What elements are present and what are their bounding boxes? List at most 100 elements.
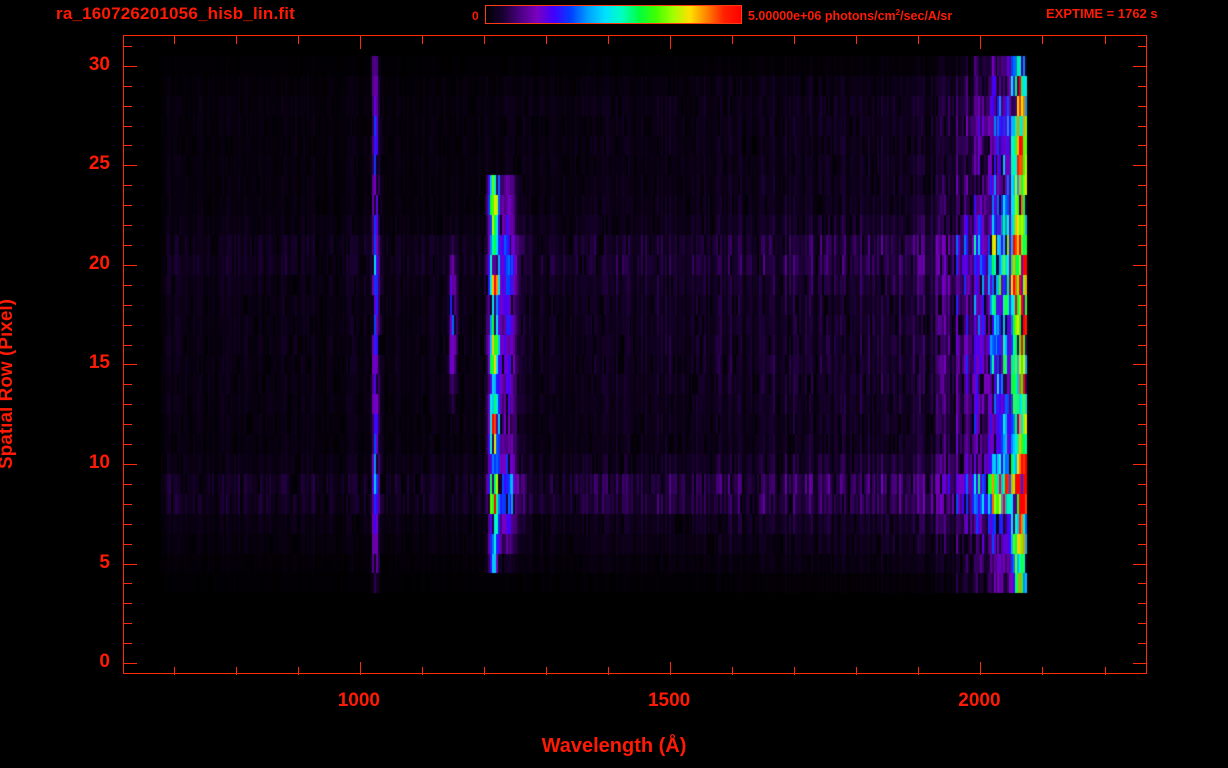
x-tick-top-2000 (980, 36, 982, 49)
x-tick-top-900 (297, 36, 299, 44)
y-tick-right-25 (1133, 165, 1146, 167)
y-tick-right-22 (1138, 225, 1146, 227)
y-axis-title: Spatial Row (Pixel) (0, 299, 17, 469)
y-tick-label-5: 5 (99, 551, 110, 573)
x-tick-top-1100 (421, 36, 423, 44)
x-tick-label-1000: 1000 (337, 690, 380, 711)
x-tick-label-1500: 1500 (647, 690, 691, 711)
y-tick-right-10 (1133, 463, 1146, 465)
y-tick-16 (124, 344, 132, 346)
y-tick-right-8 (1138, 503, 1146, 505)
y-tick-28 (124, 105, 132, 107)
x-tick-label-2000: 2000 (958, 690, 1001, 711)
y-tick-27 (124, 125, 132, 127)
y-tick-6 (124, 543, 132, 545)
y-tick-right-16 (1138, 344, 1146, 346)
y-tick-18 (124, 304, 132, 306)
y-tick-right-20 (1133, 264, 1146, 266)
colorbar-gradient (485, 5, 742, 24)
y-tick-19 (124, 284, 132, 286)
x-tick-top-2200 (1104, 36, 1106, 44)
y-tick-right-26 (1138, 145, 1146, 147)
y-tick-14 (124, 384, 132, 386)
y-tick-right-13 (1138, 404, 1146, 406)
page-title: ra_160726201056_hisb_lin.fit (56, 4, 296, 23)
x-tick-top-1600 (732, 36, 734, 44)
x-tick-1600 (732, 667, 734, 675)
y-tick-label-0: 0 (99, 651, 110, 673)
x-tick-1200 (483, 667, 485, 675)
x-axis-tick-labels: 1000 1500 2000 (123, 690, 1147, 720)
y-tick-26 (124, 145, 132, 147)
y-tick-11 (124, 444, 132, 446)
spectrogram-image (124, 36, 1146, 673)
y-tick-2 (124, 623, 132, 625)
y-tick-right-21 (1138, 245, 1146, 247)
y-tick-label-20: 20 (88, 252, 110, 274)
x-tick-top-800 (235, 36, 237, 44)
colorbar-units-exponent: 2 (895, 8, 901, 17)
y-tick-right-12 (1138, 424, 1146, 426)
y-tick-1 (124, 643, 132, 645)
y-tick-24 (124, 185, 132, 187)
x-tick-1400 (608, 667, 610, 675)
y-tick-right-2 (1138, 623, 1146, 625)
y-tick-5 (124, 563, 137, 565)
colorbar-min-label: 0 (472, 9, 479, 23)
y-tick-right-6 (1138, 543, 1146, 545)
y-tick-right-19 (1138, 284, 1146, 286)
x-tick-2100 (1042, 667, 1044, 675)
y-tick-0 (124, 663, 137, 665)
y-tick-29 (124, 85, 132, 87)
y-tick-17 (124, 324, 132, 326)
x-axis-title: Wavelength (Å) (541, 735, 687, 757)
y-tick-right-28 (1138, 105, 1146, 107)
y-tick-right-11 (1138, 444, 1146, 446)
y-tick-21 (124, 245, 132, 247)
y-tick-13 (124, 404, 132, 406)
colorbar-max-value: 5.00000e+06 (748, 9, 822, 24)
y-tick-right-31 (1138, 45, 1146, 47)
y-tick-right-1 (1138, 643, 1146, 645)
y-tick-31 (124, 45, 132, 47)
x-tick-800 (235, 667, 237, 675)
x-tick-2200 (1104, 667, 1106, 675)
y-tick-right-14 (1138, 384, 1146, 386)
y-tick-30 (124, 65, 137, 67)
y-tick-label-15: 15 (88, 352, 110, 374)
y-tick-right-0 (1133, 663, 1146, 665)
x-tick-top-1300 (546, 36, 547, 44)
y-tick-right-4 (1138, 583, 1146, 585)
y-tick-3 (124, 603, 132, 605)
y-tick-right-15 (1133, 364, 1146, 366)
y-tick-right-7 (1138, 523, 1146, 525)
x-tick-top-1800 (856, 36, 858, 44)
y-tick-right-24 (1138, 185, 1146, 187)
x-tick-top-1200 (483, 36, 485, 44)
y-tick-right-17 (1138, 324, 1146, 326)
y-tick-12 (124, 424, 132, 426)
x-tick-1100 (421, 667, 423, 675)
x-tick-top-1700 (794, 36, 796, 44)
x-tick-top-2100 (1042, 36, 1044, 44)
y-tick-right-29 (1138, 85, 1146, 87)
x-tick-2000 (980, 662, 982, 675)
y-tick-8 (124, 503, 132, 505)
y-tick-right-3 (1138, 603, 1146, 605)
x-tick-top-700 (173, 36, 175, 44)
x-tick-1500 (670, 662, 672, 675)
y-tick-15 (124, 364, 137, 366)
y-tick-right-23 (1138, 205, 1146, 207)
y-tick-right-27 (1138, 125, 1146, 127)
x-tick-1000 (359, 662, 361, 675)
x-tick-top-1900 (918, 36, 920, 44)
y-tick-label-10: 10 (88, 451, 110, 473)
x-tick-top-1500 (670, 36, 672, 49)
y-tick-4 (124, 583, 132, 585)
y-tick-25 (124, 165, 137, 167)
colorbar-max-label: 5.00000e+06 photons/cm2/sec/A/sr (748, 8, 952, 23)
x-tick-1300 (546, 667, 547, 675)
x-tick-700 (173, 667, 175, 675)
y-tick-7 (124, 523, 132, 525)
colorbar-units-suffix: /sec/A/sr (900, 9, 953, 24)
